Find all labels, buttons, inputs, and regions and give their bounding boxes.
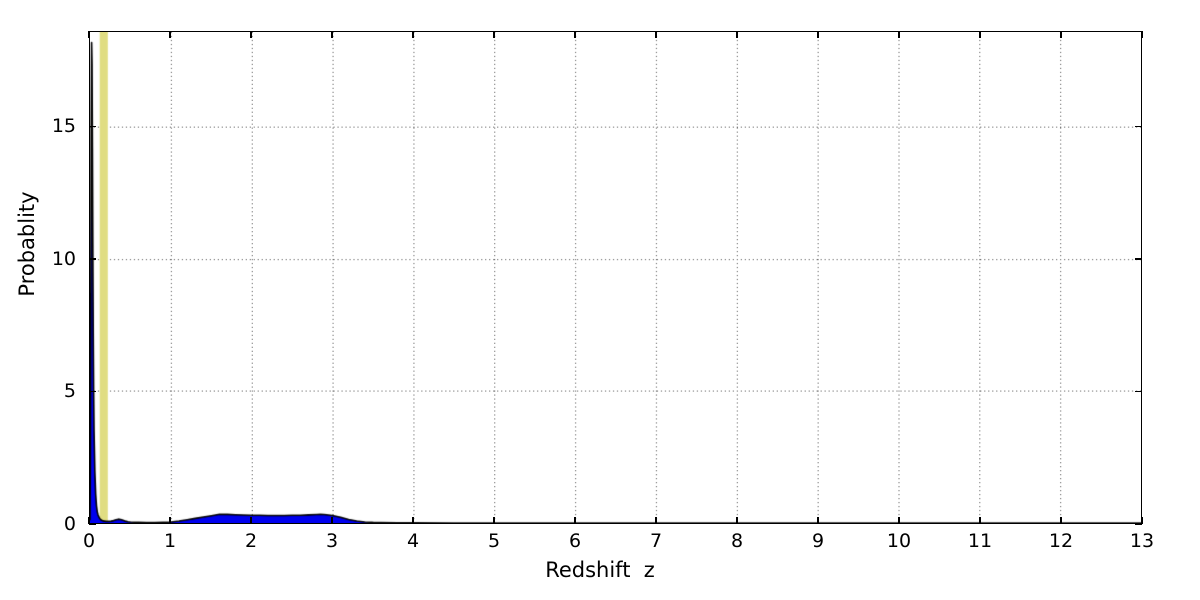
tickmark <box>89 390 96 393</box>
tickmark <box>89 523 96 525</box>
y-tick-label: 15 <box>51 115 76 138</box>
x-tick-label: 1 <box>163 530 177 552</box>
tickmark <box>493 31 495 38</box>
tickmark <box>412 517 414 524</box>
tickmark <box>493 517 495 524</box>
tickmark <box>817 31 819 38</box>
x-tick-label: 8 <box>730 530 744 552</box>
x-tick-label: 10 <box>886 530 912 552</box>
tickmark <box>655 31 657 38</box>
x-tick-label: 9 <box>811 530 825 552</box>
tickmark <box>1135 125 1142 128</box>
tickmark <box>736 31 738 38</box>
tickmark <box>655 517 657 524</box>
tickmark <box>331 517 333 524</box>
tickmark <box>1135 523 1142 525</box>
x-tick-label: 5 <box>487 530 501 552</box>
tickmark <box>89 125 96 128</box>
tickmark <box>331 31 333 38</box>
x-tick-label: 12 <box>1048 530 1074 552</box>
tickmark <box>250 31 252 38</box>
probability-distribution-plot <box>90 32 1141 523</box>
tickmark <box>574 517 576 524</box>
tickmark <box>1135 390 1142 393</box>
tickmark <box>169 31 171 38</box>
x-tick-label: 4 <box>406 530 420 552</box>
tickmark <box>88 31 90 38</box>
tickmark <box>89 258 96 260</box>
y-tick-label: 5 <box>63 380 76 403</box>
tickmark <box>574 31 576 38</box>
x-tick-label: 13 <box>1129 530 1155 552</box>
tickmark <box>736 517 738 524</box>
tickmark <box>250 517 252 524</box>
tickmark <box>1141 517 1143 524</box>
plot-area <box>89 31 1142 524</box>
tickmark <box>412 31 414 38</box>
x-tick-label: 11 <box>967 530 993 552</box>
tickmark <box>1135 258 1142 260</box>
tickmark <box>169 517 171 524</box>
tickmark <box>817 517 819 524</box>
y-tick-label: 10 <box>51 247 76 270</box>
tickmark <box>898 517 900 524</box>
tickmark <box>898 31 900 38</box>
tickmark <box>1060 31 1062 38</box>
y-axis-title: Probablity <box>15 191 39 297</box>
tickmark <box>979 31 981 38</box>
x-tick-label: 6 <box>568 530 582 552</box>
x-axis-title: Redshift z <box>545 558 655 582</box>
tickmark <box>1141 31 1143 38</box>
y-tick-label: 0 <box>63 513 76 535</box>
x-tick-label: 7 <box>649 530 663 552</box>
x-tick-label: 3 <box>325 530 339 552</box>
tickmark <box>88 517 90 524</box>
tickmark <box>1060 517 1062 524</box>
tickmark <box>979 517 981 524</box>
x-tick-label: 2 <box>244 530 258 552</box>
x-tick-label: 0 <box>82 530 96 552</box>
